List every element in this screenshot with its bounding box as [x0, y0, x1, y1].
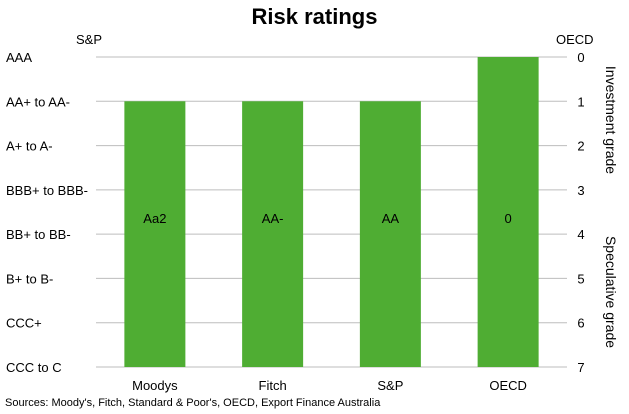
bar — [242, 101, 304, 368]
source-note: Sources: Moody's, Fitch, Standard & Poor… — [5, 397, 381, 409]
right-tick-label: 6 — [577, 316, 584, 331]
x-tick-label: Moodys — [132, 378, 178, 393]
left-tick-label: AAA — [6, 50, 32, 65]
right-tick-label: 7 — [577, 360, 584, 375]
investment-grade-label: Investment grade — [603, 66, 619, 174]
x-tick-label: S&P — [377, 378, 403, 393]
data-label: Aa2 — [143, 211, 166, 226]
speculative-grade-label: Speculative grade — [603, 236, 619, 348]
x-tick-label: OECD — [489, 378, 527, 393]
data-label: 0 — [505, 211, 512, 226]
bar — [359, 101, 421, 368]
right-tick-label: 1 — [577, 94, 584, 109]
data-label: AA — [382, 211, 400, 226]
left-tick-label: AA+ to AA- — [6, 94, 70, 109]
right-tick-label: 3 — [577, 183, 584, 198]
right-tick-label: 0 — [577, 50, 584, 65]
chart-title: Risk ratings — [251, 4, 378, 29]
left-tick-label: BB+ to BB- — [6, 227, 71, 242]
right-tick-label: 4 — [577, 227, 584, 242]
left-tick-label: A+ to A- — [6, 139, 53, 154]
left-tick-label: CCC to C — [6, 360, 62, 375]
left-tick-label: B+ to B- — [6, 271, 53, 286]
left-axis-title: S&P — [76, 32, 103, 47]
data-label: AA- — [262, 211, 284, 226]
x-tick-label: Fitch — [259, 378, 287, 393]
right-axis-title: OECD — [556, 32, 594, 47]
right-tick-label: 5 — [577, 271, 584, 286]
left-tick-label: BBB+ to BBB- — [6, 183, 88, 198]
right-tick-label: 2 — [577, 139, 584, 154]
bar — [477, 57, 539, 367]
left-tick-label: CCC+ — [6, 316, 42, 331]
bar — [124, 101, 186, 368]
